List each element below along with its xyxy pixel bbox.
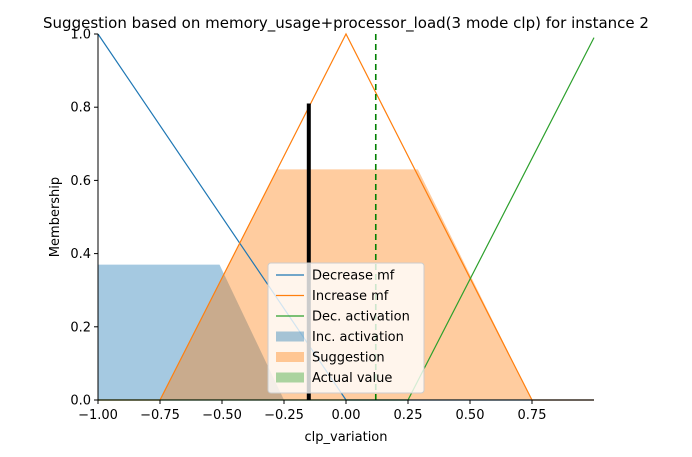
- legend-label-increase-mf: Increase mf: [312, 289, 389, 304]
- x-tick-label: −1.00: [78, 408, 118, 423]
- x-tick-label: 0.75: [518, 408, 547, 423]
- x-tick-label: 0.25: [394, 408, 423, 423]
- x-tick-label: 0.00: [332, 408, 361, 423]
- legend-swatch-inc-activation: [276, 331, 304, 342]
- y-tick-label: 0.2: [70, 320, 91, 335]
- y-tick-label: 1.0: [70, 28, 91, 43]
- legend-box: [267, 262, 425, 394]
- y-axis-label: Membership: [48, 177, 63, 257]
- fill-inc-activation: [98, 264, 594, 400]
- x-tick-label: 0.50: [456, 408, 485, 423]
- legend-swatch-suggestion: [276, 352, 304, 362]
- x-tick-label: −0.50: [202, 408, 242, 423]
- x-tick-label: −0.25: [264, 408, 304, 423]
- legend-label-dec-activation: Dec. activation: [312, 310, 410, 325]
- y-tick-label: 0.8: [70, 101, 91, 116]
- legend-label-actual-value: Actual value: [312, 371, 392, 386]
- legend-label-suggestion: Suggestion: [312, 351, 385, 366]
- y-tick-label: 0.0: [70, 394, 91, 409]
- chart-title: Suggestion based on memory_usage+process…: [43, 14, 649, 33]
- x-tick-label: −0.75: [140, 408, 180, 423]
- legend-swatch-actual-value: [276, 372, 304, 383]
- x-axis-label: clp_variation: [305, 430, 388, 445]
- y-tick-label: 0.4: [70, 247, 91, 262]
- legend-label-inc-activation: Inc. activation: [312, 330, 404, 345]
- y-tick-label: 0.6: [70, 174, 91, 189]
- legend-label-decrease-mf: Decrease mf: [312, 269, 395, 284]
